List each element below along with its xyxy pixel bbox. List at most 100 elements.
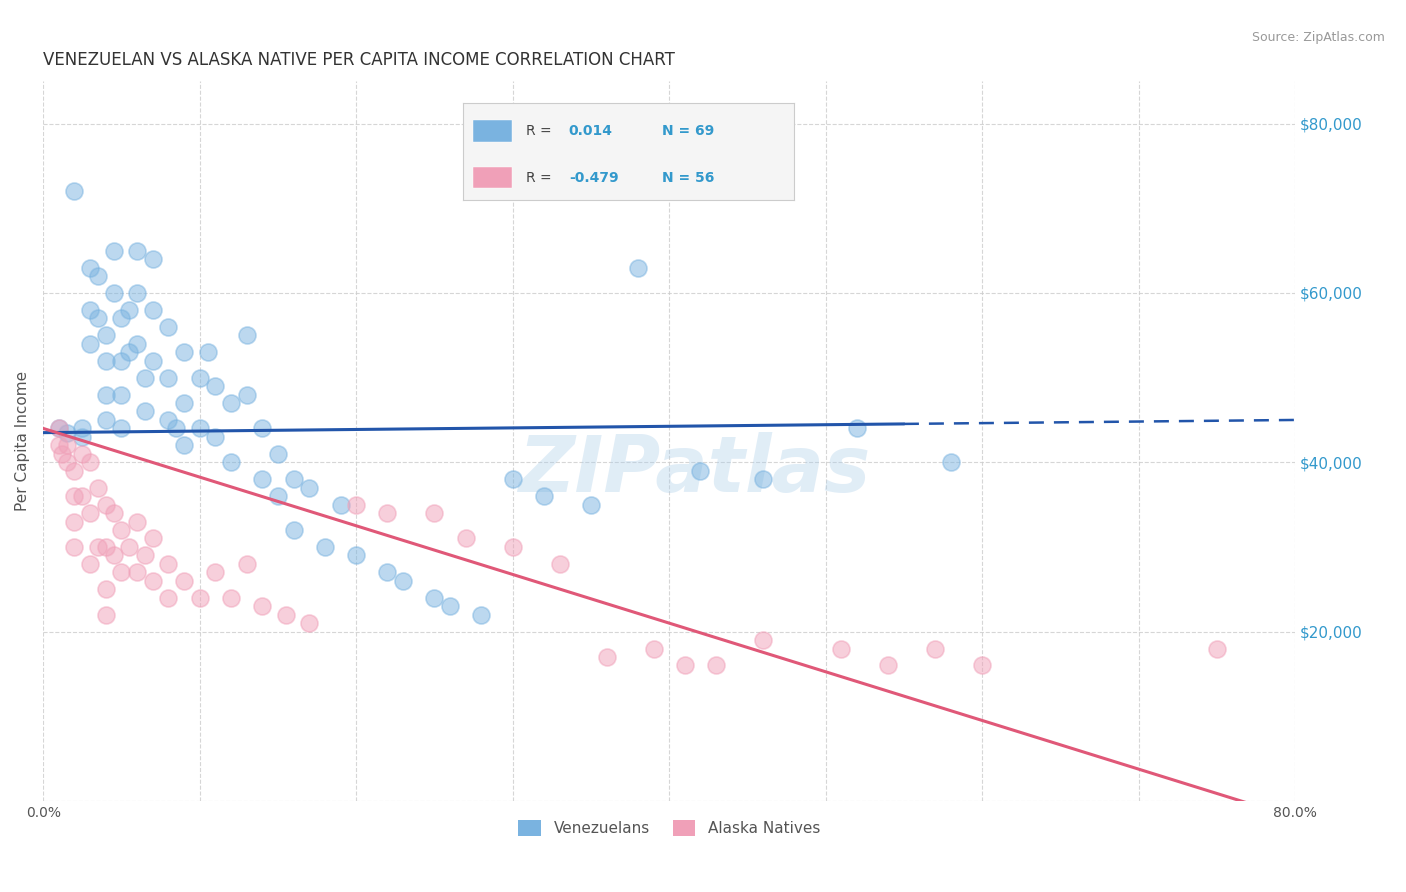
Point xyxy=(165,421,187,435)
Point xyxy=(94,328,117,343)
Point xyxy=(118,302,141,317)
Point xyxy=(252,472,274,486)
Point xyxy=(972,658,994,673)
Point xyxy=(219,591,242,605)
Point xyxy=(142,532,165,546)
Point xyxy=(134,549,156,563)
Point xyxy=(72,489,94,503)
Point xyxy=(63,540,86,554)
Point xyxy=(454,532,477,546)
Point xyxy=(579,498,602,512)
Y-axis label: Per Capita Income: Per Capita Income xyxy=(15,371,30,511)
Point xyxy=(752,633,775,648)
Point xyxy=(752,472,775,486)
Point xyxy=(157,413,180,427)
Point xyxy=(55,425,77,440)
Point xyxy=(55,438,77,452)
Point xyxy=(87,540,110,554)
Point xyxy=(877,658,900,673)
Point xyxy=(548,557,571,571)
Point xyxy=(142,302,165,317)
Point xyxy=(127,336,149,351)
Point xyxy=(48,421,70,435)
Point xyxy=(110,566,132,580)
Point xyxy=(627,260,650,275)
Point xyxy=(110,421,132,435)
Point xyxy=(188,370,211,384)
Point xyxy=(55,455,77,469)
Point xyxy=(79,506,101,520)
Point xyxy=(134,404,156,418)
Point xyxy=(689,464,711,478)
Point xyxy=(157,591,180,605)
Point xyxy=(344,549,367,563)
Point xyxy=(219,396,242,410)
Point xyxy=(329,498,352,512)
Point xyxy=(63,489,86,503)
Point xyxy=(87,311,110,326)
Point xyxy=(157,557,180,571)
Point xyxy=(283,523,305,537)
Point xyxy=(595,650,617,665)
Point xyxy=(704,658,727,673)
Point xyxy=(103,285,125,300)
Point xyxy=(110,353,132,368)
Point xyxy=(103,506,125,520)
Point xyxy=(1206,641,1229,656)
Point xyxy=(197,345,219,359)
Point xyxy=(439,599,461,614)
Point xyxy=(127,515,149,529)
Point xyxy=(392,574,415,588)
Text: Source: ZipAtlas.com: Source: ZipAtlas.com xyxy=(1251,31,1385,45)
Point xyxy=(79,302,101,317)
Point xyxy=(79,455,101,469)
Point xyxy=(94,582,117,597)
Point xyxy=(103,549,125,563)
Point xyxy=(157,319,180,334)
Point xyxy=(63,464,86,478)
Point xyxy=(377,506,399,520)
Point xyxy=(134,370,156,384)
Point xyxy=(79,260,101,275)
Point xyxy=(63,515,86,529)
Point xyxy=(173,438,195,452)
Point xyxy=(72,430,94,444)
Point xyxy=(127,244,149,258)
Point xyxy=(87,268,110,283)
Point xyxy=(173,574,195,588)
Point xyxy=(939,455,962,469)
Point xyxy=(423,506,446,520)
Point xyxy=(377,566,399,580)
Point xyxy=(204,430,226,444)
Point xyxy=(173,345,195,359)
Point xyxy=(118,540,141,554)
Point xyxy=(283,472,305,486)
Point xyxy=(235,557,257,571)
Point xyxy=(219,455,242,469)
Point xyxy=(235,328,257,343)
Text: ZIPatlas: ZIPatlas xyxy=(517,432,870,508)
Point xyxy=(274,607,297,622)
Point xyxy=(204,379,226,393)
Point xyxy=(72,421,94,435)
Point xyxy=(924,641,946,656)
Point xyxy=(173,396,195,410)
Point xyxy=(830,641,852,656)
Point xyxy=(846,421,869,435)
Point xyxy=(110,311,132,326)
Point xyxy=(110,523,132,537)
Point xyxy=(87,481,110,495)
Point xyxy=(127,566,149,580)
Point xyxy=(142,353,165,368)
Point xyxy=(94,353,117,368)
Point xyxy=(127,285,149,300)
Point xyxy=(673,658,696,673)
Point xyxy=(94,413,117,427)
Point xyxy=(252,421,274,435)
Point xyxy=(235,387,257,401)
Point xyxy=(188,591,211,605)
Point xyxy=(643,641,665,656)
Point xyxy=(344,498,367,512)
Text: VENEZUELAN VS ALASKA NATIVE PER CAPITA INCOME CORRELATION CHART: VENEZUELAN VS ALASKA NATIVE PER CAPITA I… xyxy=(44,51,675,69)
Point xyxy=(79,557,101,571)
